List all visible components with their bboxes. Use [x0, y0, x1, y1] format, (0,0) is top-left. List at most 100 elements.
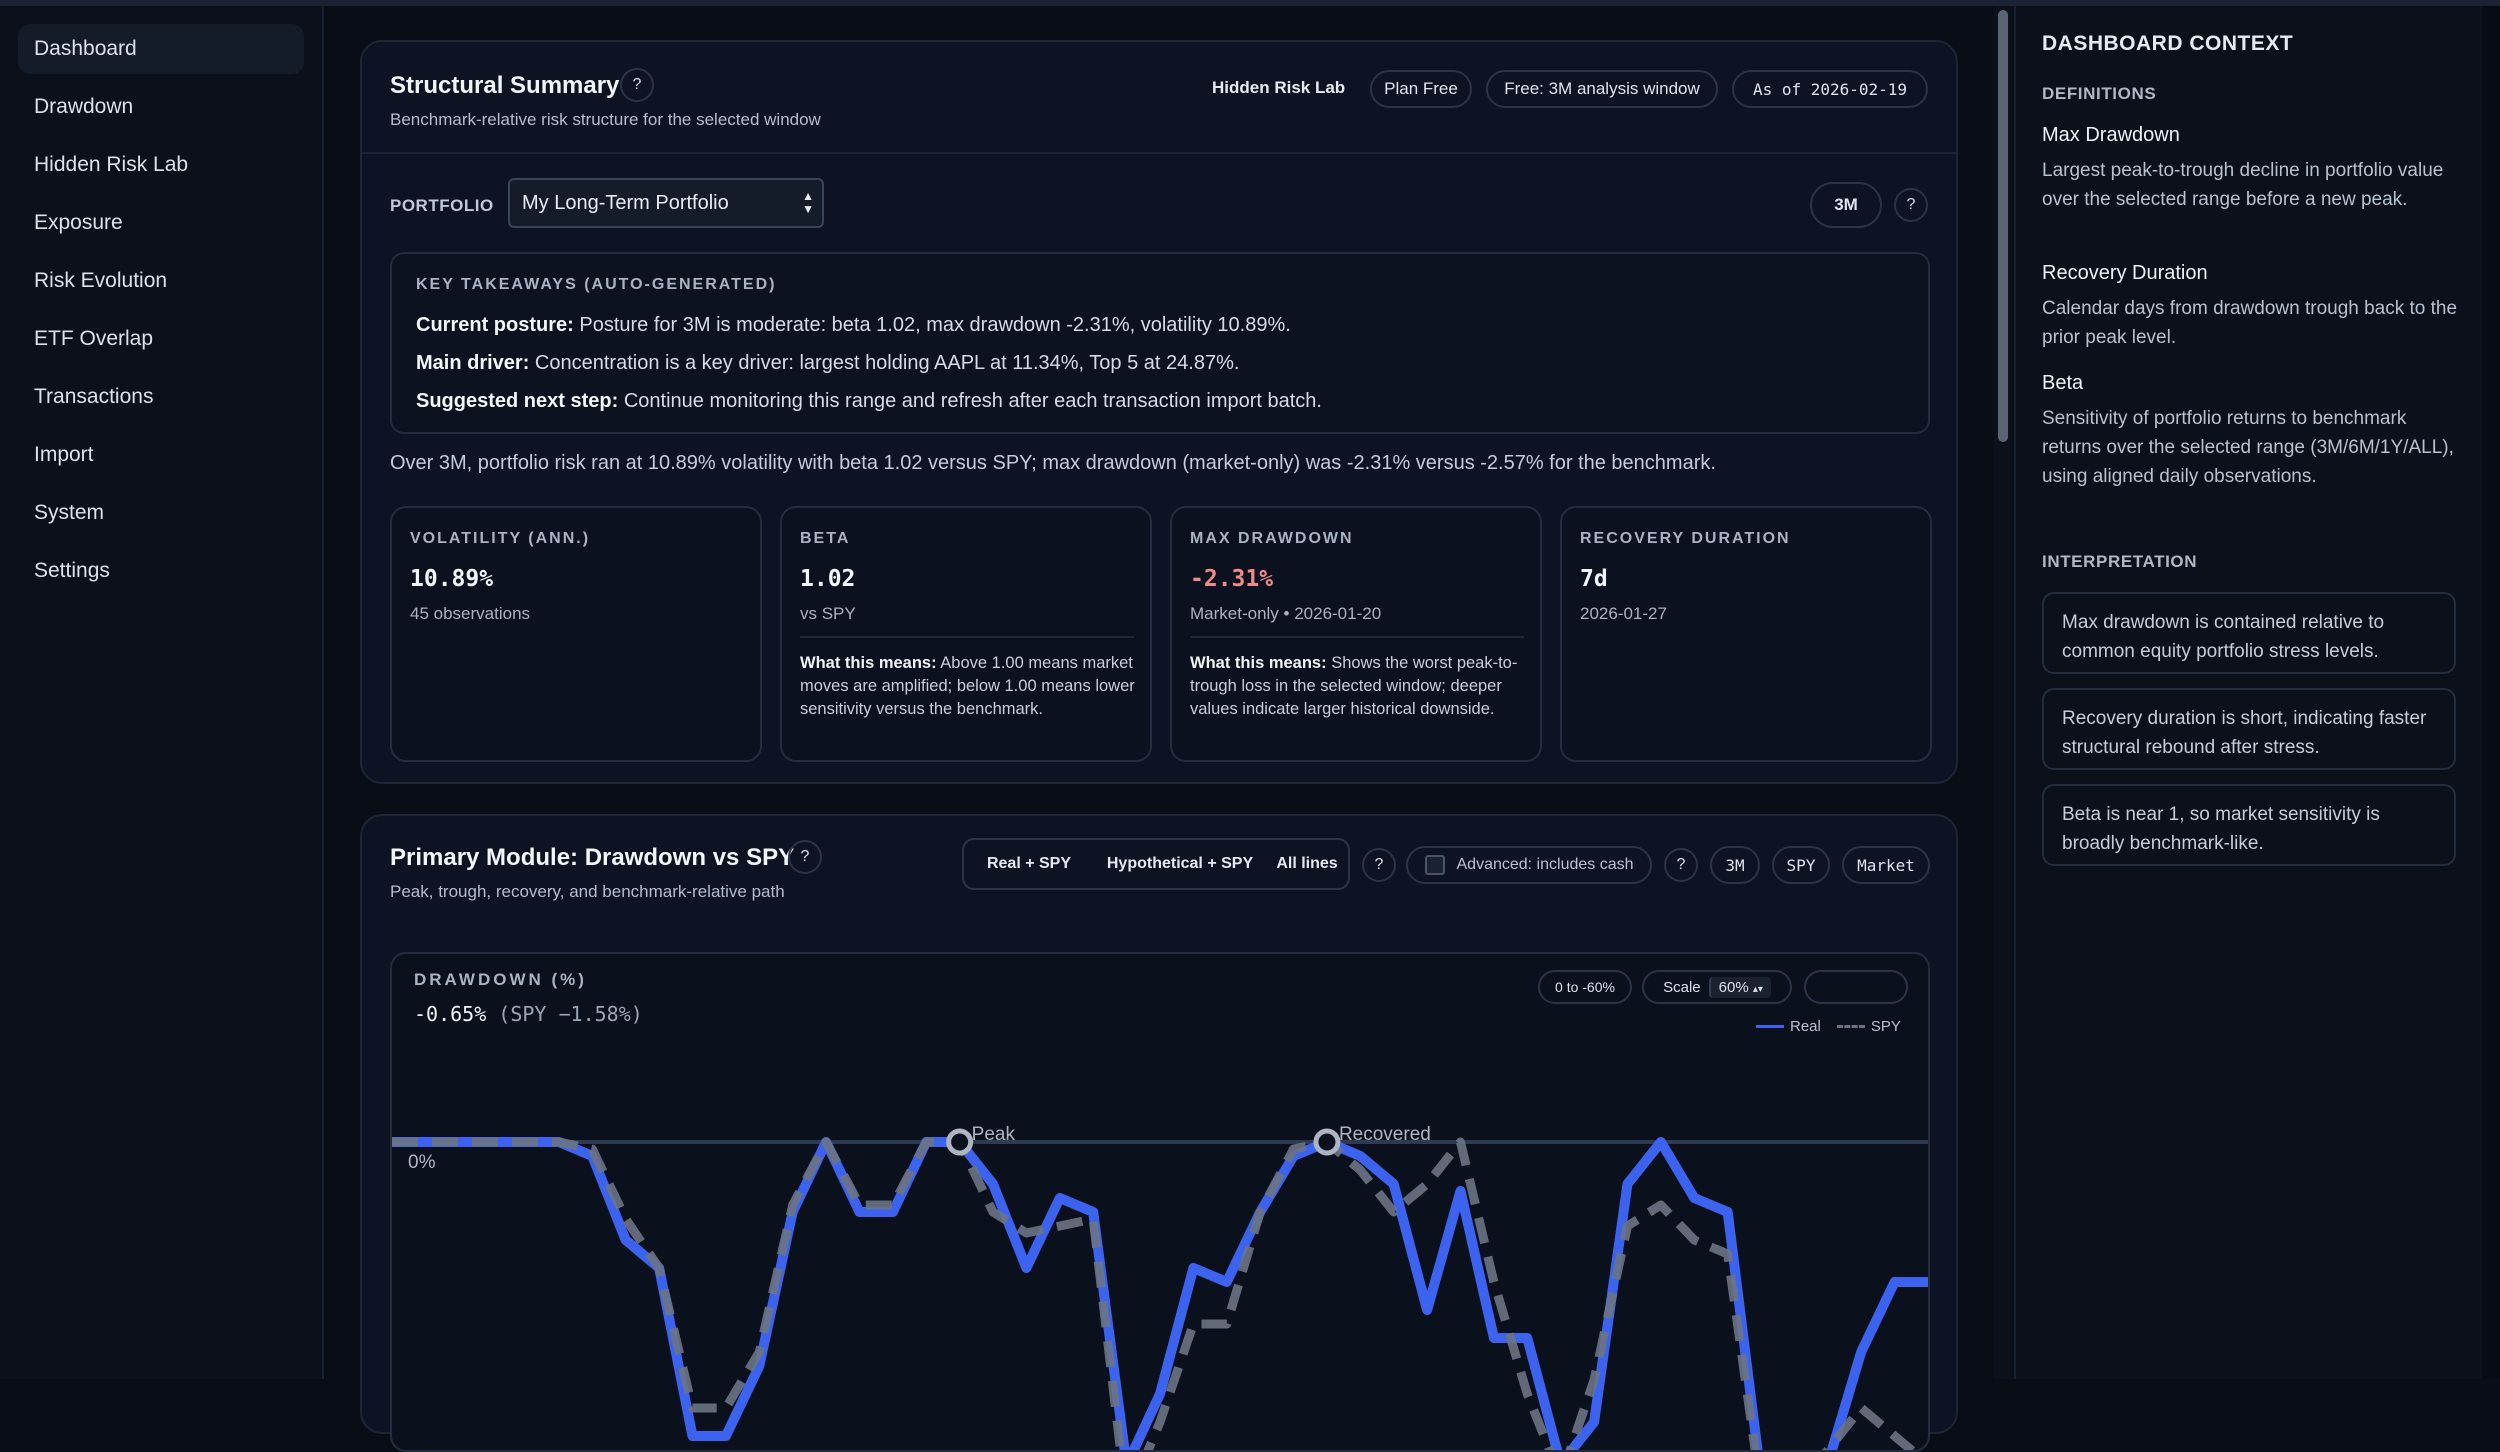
legend-label-spy: SPY	[1870, 1018, 1901, 1035]
interpretation-card: Max drawdown is contained relative to co…	[2042, 592, 2456, 674]
divider	[362, 152, 1956, 154]
sidebar-item-import[interactable]: Import	[34, 443, 94, 466]
range-badge: 3M	[1710, 846, 1760, 884]
help-button[interactable]: ?	[620, 68, 654, 102]
drawdown-card: Primary Module: Drawdown vs SPY ? Peak, …	[360, 814, 1958, 1452]
metric-label: MAX DRAWDOWN	[1190, 530, 1354, 547]
metric-label: RECOVERY DURATION	[1580, 530, 1791, 547]
takeaway-next-step: Suggested next step: Continue monitoring…	[416, 390, 1322, 412]
structural-summary-card: Structural Summary ? Benchmark-relative …	[360, 40, 1958, 784]
mode-badge: Market	[1842, 846, 1930, 884]
view-toggle: Real + SPY Hypothetical + SPY All lines	[962, 838, 1350, 890]
metric-sub: 45 observations	[410, 604, 531, 623]
sidebar-item-settings[interactable]: Settings	[34, 559, 110, 582]
benchmark-badge: SPY	[1772, 846, 1830, 884]
view-hypothetical-spy-button[interactable]: Hypothetical + SPY	[1106, 855, 1254, 872]
legend-swatch-spy	[1836, 1025, 1865, 1028]
recovered-label: Recovered	[1339, 1124, 1431, 1145]
select-arrows-icon: ▴▾	[1752, 983, 1763, 995]
card-subtitle: Peak, trough, recovery, and benchmark-re…	[390, 882, 785, 901]
sidebar-item-hidden-risk-lab[interactable]: Hidden Risk Lab	[34, 153, 189, 176]
metric-value: 7d	[1580, 566, 1608, 592]
context-panel: DASHBOARD CONTEXT DEFINITIONS Max Drawdo…	[2014, 6, 2486, 1379]
metric-beta: BETA 1.02 vs SPY What this means: Above …	[780, 506, 1152, 762]
scale-control[interactable]: Scale 60% ▴▾	[1642, 970, 1792, 1004]
scale-range-chip: 0 to -60%	[1538, 970, 1632, 1004]
readout-value: -0.65%	[414, 1002, 487, 1026]
metric-divider	[1190, 636, 1524, 638]
range-3m-button[interactable]: 3M	[1810, 182, 1882, 228]
legend-label-real: Real	[1790, 1018, 1821, 1035]
chart-legend: Real SPY	[1756, 1018, 1901, 1035]
card-title: Structural Summary	[390, 72, 620, 99]
card-title: Primary Module: Drawdown vs SPY	[390, 844, 795, 871]
sidebar-item-drawdown[interactable]: Drawdown	[34, 95, 134, 118]
interpretation-card: Recovery duration is short, indicating f…	[2042, 688, 2456, 770]
sidebar-item-risk-evolution[interactable]: Risk Evolution	[34, 269, 168, 292]
metric-value: 10.89%	[410, 566, 494, 592]
metric-value: -2.31%	[1190, 566, 1274, 592]
advanced-help-button[interactable]: ?	[1664, 848, 1698, 882]
chart-heading: DRAWDOWN (%)	[414, 970, 587, 989]
takeaway-driver: Main driver: Concentration is a key driv…	[416, 352, 1240, 374]
advanced-cash-toggle[interactable]: Advanced: includes cash	[1406, 846, 1652, 884]
window-badge: Free: 3M analysis window	[1486, 70, 1718, 108]
metric-value: 1.02	[800, 566, 856, 592]
view-all-lines-button[interactable]: All lines	[1276, 855, 1338, 872]
definitions-heading: DEFINITIONS	[2042, 84, 2157, 103]
drawdown-chart: DRAWDOWN (%) -0.65% (SPY −1.58%) 0 to -6…	[390, 952, 1930, 1452]
view-real-spy-button[interactable]: Real + SPY	[986, 855, 1072, 872]
definition-text: Largest peak-to-trough decline in portfo…	[2042, 160, 2444, 210]
sidebar-item-transactions[interactable]: Transactions	[34, 385, 154, 408]
drawdown-plot: 0% Peak Recovered	[392, 1124, 1928, 1450]
metric-sub: 2026-01-27	[1580, 604, 1667, 623]
series-layer	[392, 1137, 1928, 1450]
takeaways-heading: KEY TAKEAWAYS (AUTO-GENERATED)	[416, 276, 777, 293]
context-title: DASHBOARD CONTEXT	[2042, 32, 2294, 55]
sidebar-item-exposure[interactable]: Exposure	[34, 211, 123, 234]
zero-label: 0%	[408, 1152, 436, 1173]
readout-benchmark: (SPY −1.58%)	[498, 1002, 643, 1026]
sidebar: Dashboard Drawdown Hidden Risk Lab Expos…	[0, 6, 324, 1379]
summary-sentence: Over 3M, portfolio risk ran at 10.89% vo…	[390, 452, 1716, 474]
takeaway-posture: Current posture: Posture for 3M is moder…	[416, 314, 1291, 336]
view-help-button[interactable]: ?	[1362, 848, 1396, 882]
portfolio-select-value: My Long-Term Portfolio	[522, 191, 729, 214]
metric-explanation: What this means: Above 1.00 means market…	[800, 654, 1135, 718]
window-edge	[2482, 6, 2500, 1379]
chart-readout: -0.65% (SPY −1.58%)	[414, 1002, 643, 1026]
interpretation-heading: INTERPRETATION	[2042, 552, 2198, 571]
definition-text: Sensitivity of portfolio returns to benc…	[2042, 408, 2454, 487]
metric-max-drawdown: MAX DRAWDOWN -2.31% Market-only • 2026-0…	[1170, 506, 1542, 762]
series-line-real	[392, 1137, 1928, 1450]
interpretation-card: Beta is near 1, so market sensitivity is…	[2042, 784, 2456, 866]
metric-sub: Market-only • 2026-01-20	[1190, 604, 1382, 623]
marker-layer: Peak Recovered	[946, 1124, 1431, 1156]
metric-recovery-duration: RECOVERY DURATION 7d 2026-01-27	[1560, 506, 1932, 762]
checkbox-icon[interactable]	[1424, 855, 1445, 875]
full-range-button[interactable]	[1804, 970, 1908, 1004]
metric-label: VOLATILITY (ANN.)	[410, 530, 591, 547]
select-arrows-icon: ▲ ▼	[802, 189, 814, 216]
plan-badge: Plan Free	[1370, 70, 1472, 108]
metric-label: BETA	[800, 530, 851, 547]
scale-select[interactable]: 60% ▴▾	[1708, 976, 1771, 998]
range-help-button[interactable]: ?	[1894, 188, 1928, 222]
hidden-risk-lab-link[interactable]: Hidden Risk Lab	[1212, 78, 1346, 97]
peak-label: Peak	[972, 1124, 1016, 1145]
portfolio-select[interactable]: My Long-Term Portfolio ▲ ▼	[508, 178, 824, 228]
sidebar-item-dashboard[interactable]: Dashboard	[18, 24, 304, 74]
scrollbar-thumb[interactable]	[1998, 10, 2008, 442]
recovered-marker	[1313, 1128, 1341, 1156]
advanced-cash-label: Advanced: includes cash	[1456, 856, 1634, 873]
scale-label: Scale	[1663, 978, 1701, 996]
help-button[interactable]: ?	[788, 840, 822, 874]
definition-term: Recovery Duration	[2042, 262, 2208, 284]
peak-marker	[946, 1128, 974, 1156]
metric-divider	[800, 636, 1134, 638]
card-subtitle: Benchmark-relative risk structure for th…	[390, 110, 821, 129]
metric-volatility: VOLATILITY (ANN.) 10.89% 45 observations	[390, 506, 762, 762]
as-of-badge: As of 2026-02-19	[1732, 70, 1928, 108]
sidebar-item-etf-overlap[interactable]: ETF Overlap	[34, 327, 154, 350]
sidebar-item-system[interactable]: System	[34, 501, 105, 524]
